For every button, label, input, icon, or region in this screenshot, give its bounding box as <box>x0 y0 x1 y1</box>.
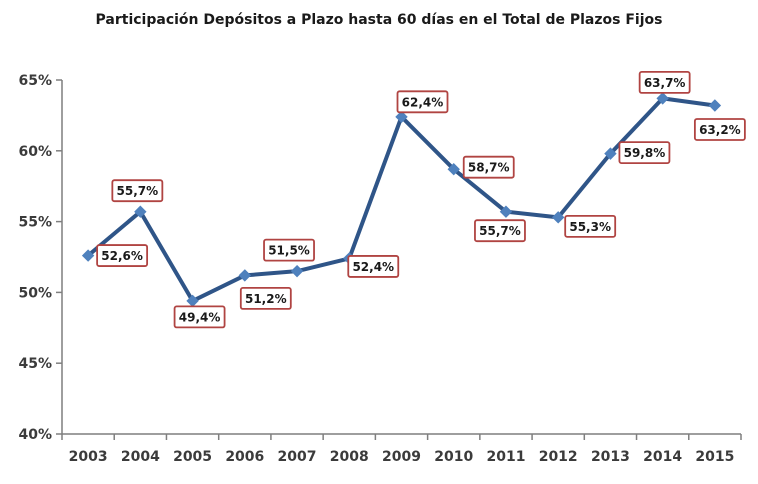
data-label-box <box>474 219 526 243</box>
x-tick-label-2014: 2014 <box>643 449 682 465</box>
data-point-2004 <box>134 205 147 218</box>
data-label-2009: 62,4% <box>396 90 449 114</box>
data-label-box <box>638 71 691 94</box>
data-label-box <box>462 155 515 179</box>
data-label-text: 49,4% <box>179 310 221 324</box>
data-label-text: 59,8% <box>624 146 666 160</box>
series-line <box>86 96 717 303</box>
data-label-box <box>173 305 226 329</box>
x-tick-label-2013: 2013 <box>591 449 630 465</box>
data-label-box <box>239 287 292 310</box>
y-tick-label: 60% <box>18 144 52 160</box>
x-tick-label-2005: 2005 <box>173 449 212 465</box>
data-label-2006: 51,2% <box>239 287 292 310</box>
x-tick-label-2010: 2010 <box>434 449 473 465</box>
data-label-text: 55,7% <box>479 224 521 238</box>
data-point-2003 <box>81 249 95 262</box>
y-tick-label: 40% <box>18 427 52 443</box>
data-label-2014: 63,7% <box>638 71 691 94</box>
data-label-box <box>263 238 315 262</box>
x-tick-label-2011: 2011 <box>486 449 525 465</box>
data-label-box <box>111 179 164 203</box>
data-point-2009 <box>395 110 408 124</box>
data-label-2005: 49,4% <box>173 305 226 329</box>
data-label-2008: 52,4% <box>347 255 400 278</box>
data-label-box <box>564 214 617 238</box>
x-tick-label-2007: 2007 <box>278 449 317 465</box>
data-label-text: 51,5% <box>268 244 310 258</box>
data-label-box <box>693 118 746 141</box>
y-tick-label: 55% <box>18 215 52 231</box>
data-label-box <box>618 141 671 165</box>
x-tick-label-2004: 2004 <box>121 449 160 465</box>
data-label-2010: 58,7% <box>462 155 515 179</box>
data-label-2011: 55,7% <box>474 219 526 243</box>
data-label-text: 63,7% <box>644 76 686 90</box>
x-tick-label-2008: 2008 <box>330 449 369 465</box>
data-label-text: 52,6% <box>101 249 143 263</box>
data-point-2011 <box>499 205 513 218</box>
chart-title: Participación Depósitos a Plazo hasta 60… <box>95 12 663 28</box>
data-label-text: 51,2% <box>245 292 287 306</box>
data-label-text: 58,7% <box>468 161 510 175</box>
x-tick-label-2012: 2012 <box>539 449 578 465</box>
data-label-2007: 51,5% <box>263 238 315 262</box>
data-label-text: 52,4% <box>352 260 394 274</box>
data-label-2004: 55,7% <box>111 179 164 203</box>
data-point-2013 <box>604 147 617 160</box>
data-label-box <box>96 244 149 267</box>
data-point-2015 <box>708 99 722 112</box>
data-label-text: 63,2% <box>699 123 741 137</box>
y-tick-label: 45% <box>18 356 52 372</box>
data-label-2013: 59,8% <box>618 141 671 165</box>
data-label-box <box>347 255 400 278</box>
data-label-2015: 63,2% <box>693 118 746 141</box>
data-label-text: 55,3% <box>569 220 611 234</box>
y-tick-label: 50% <box>18 285 52 301</box>
y-tick-label: 65% <box>18 73 52 89</box>
x-tick-label-2003: 2003 <box>69 449 108 465</box>
data-point-2010 <box>447 163 460 176</box>
data-point-2012 <box>551 211 565 224</box>
x-tick-label-2015: 2015 <box>695 449 734 465</box>
data-label-2012: 55,3% <box>564 214 617 238</box>
data-label-2003: 52,6% <box>96 244 149 267</box>
data-label-box <box>396 90 449 114</box>
x-tick-label-2009: 2009 <box>382 449 421 465</box>
data-point-2014 <box>656 92 669 105</box>
data-label-text: 55,7% <box>117 184 159 198</box>
x-tick-label-2006: 2006 <box>225 449 264 465</box>
data-label-text: 62,4% <box>402 95 444 109</box>
data-point-2007 <box>290 264 304 278</box>
data-point-2006 <box>238 269 252 282</box>
